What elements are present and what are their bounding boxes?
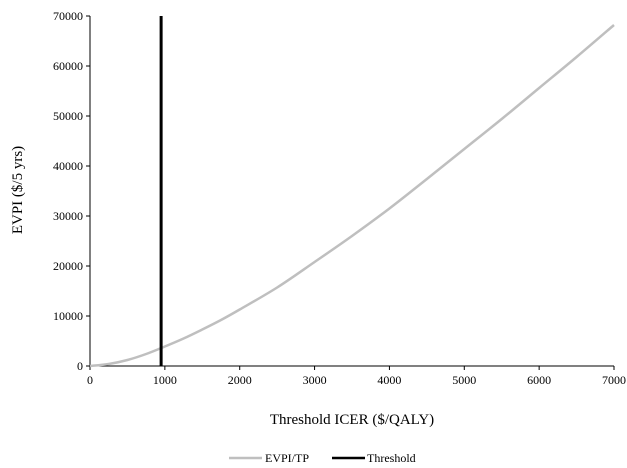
x-tick-label: 7000	[602, 373, 626, 387]
y-tick-label: 10000	[53, 309, 83, 323]
axes	[86, 15, 615, 370]
y-tick-label: 50000	[53, 109, 83, 123]
series-line-evpi-tp	[89, 24, 615, 368]
legend: EVPI/TP Threshold	[229, 451, 416, 465]
y-tick-label: 30000	[53, 209, 83, 223]
x-tick-label: 5000	[452, 373, 476, 387]
x-tick-label: 6000	[527, 373, 551, 387]
x-tick-label: 2000	[228, 373, 252, 387]
y-tick-label: 40000	[53, 159, 83, 173]
legend-label-evpi-tp: EVPI/TP	[265, 451, 309, 465]
y-tick-label: 70000	[53, 9, 83, 23]
x-tick-label: 3000	[303, 373, 327, 387]
y-tick-label: 60000	[53, 59, 83, 73]
x-tick-label: 4000	[377, 373, 401, 387]
x-axis-tick-labels: 0 1000 2000 3000 4000 5000 6000 7000	[87, 373, 626, 387]
legend-label-threshold: Threshold	[367, 451, 416, 465]
x-tick-label: 0	[87, 373, 93, 387]
y-tick-label: 0	[77, 359, 83, 373]
y-axis-tick-labels: 0 10000 20000 30000 40000 50000 60000 70000	[53, 9, 83, 373]
y-axis-label: EVPI ($/5 yrs)	[10, 146, 26, 234]
plot-area	[89, 16, 615, 368]
x-tick-label: 1000	[153, 373, 177, 387]
y-tick-label: 20000	[53, 259, 83, 273]
x-axis-label: Threshold ICER ($/QALY)	[270, 412, 434, 428]
